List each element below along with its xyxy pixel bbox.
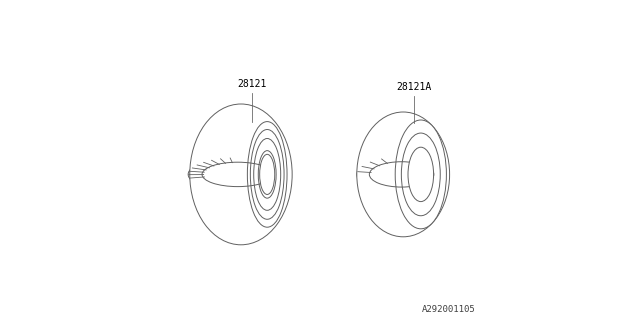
Ellipse shape — [260, 154, 275, 195]
Ellipse shape — [408, 147, 434, 202]
Ellipse shape — [247, 122, 287, 227]
Ellipse shape — [357, 112, 449, 237]
Ellipse shape — [395, 120, 447, 229]
Ellipse shape — [188, 157, 287, 191]
Text: A292001105: A292001105 — [422, 305, 475, 314]
Text: 28121A: 28121A — [397, 82, 432, 92]
Ellipse shape — [189, 104, 292, 245]
Text: 28121: 28121 — [237, 79, 267, 89]
Ellipse shape — [357, 157, 447, 192]
